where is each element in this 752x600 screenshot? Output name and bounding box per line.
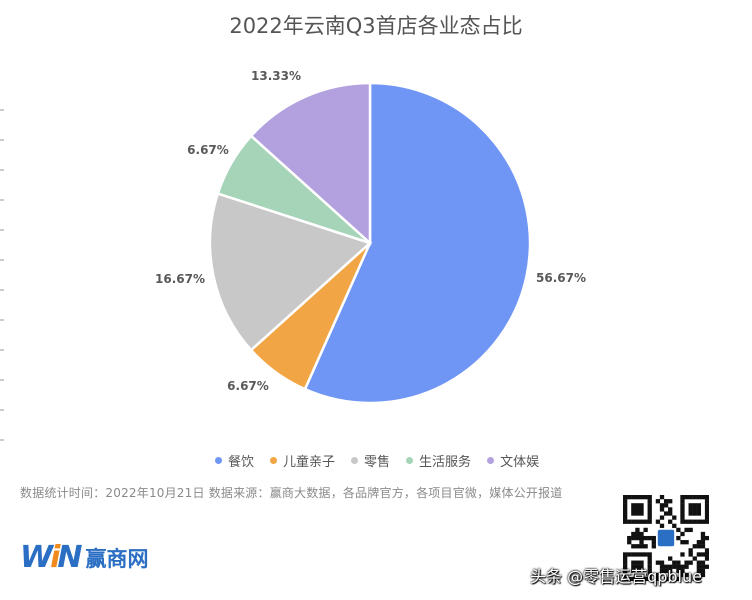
pie-slice-3 bbox=[208, 191, 373, 352]
legend-label: 儿童亲子 bbox=[283, 455, 336, 470]
winshang-logo: WiN 赢商网 bbox=[20, 540, 149, 575]
logo-mark-icon: WiN bbox=[20, 540, 83, 575]
chart-legend: 餐饮 儿童亲子 零售 生活服务 文体娱 bbox=[215, 451, 539, 470]
legend-item-3: 零售 bbox=[351, 451, 390, 470]
legend-swatch bbox=[406, 457, 414, 464]
qr-code-icon bbox=[623, 495, 709, 581]
legend-label: 文体娱 bbox=[500, 455, 540, 470]
data-label-4: 6.67% bbox=[187, 143, 229, 157]
watermark-text: 头条 @零售运营qpblue bbox=[530, 567, 702, 586]
edge-tick-marks bbox=[0, 109, 4, 441]
logo-text: 赢商网 bbox=[85, 546, 149, 571]
legend-label: 餐饮 bbox=[228, 455, 255, 470]
legend-label: 零售 bbox=[364, 455, 391, 470]
legend-swatch bbox=[270, 457, 278, 464]
pie-chart: 56.67% 6.67% 16.67% 6.67% 13.33% bbox=[155, 69, 586, 405]
pie-slice-5 bbox=[249, 81, 372, 246]
legend-item-4: 生活服务 bbox=[406, 451, 471, 470]
chart-title: 2022年云南Q3首店各业态占比 bbox=[229, 14, 523, 38]
legend-swatch bbox=[215, 457, 222, 464]
legend-item-2: 儿童亲子 bbox=[270, 451, 335, 470]
legend-swatch bbox=[487, 457, 495, 464]
data-label-3: 16.67% bbox=[155, 272, 205, 286]
legend-label: 生活服务 bbox=[419, 455, 472, 470]
pie-slice-1 bbox=[303, 81, 532, 405]
data-label-1: 56.67% bbox=[536, 271, 586, 285]
data-label-5: 13.33% bbox=[251, 69, 301, 83]
legend-item-1: 餐饮 bbox=[215, 451, 254, 470]
data-source-note: 数据统计时间：2022年10月21日 数据来源：赢商大数据，各品牌官方，各项目官… bbox=[20, 486, 563, 500]
legend-swatch bbox=[351, 457, 359, 464]
legend-item-5: 文体娱 bbox=[487, 451, 539, 470]
data-label-2: 6.67% bbox=[227, 379, 269, 393]
